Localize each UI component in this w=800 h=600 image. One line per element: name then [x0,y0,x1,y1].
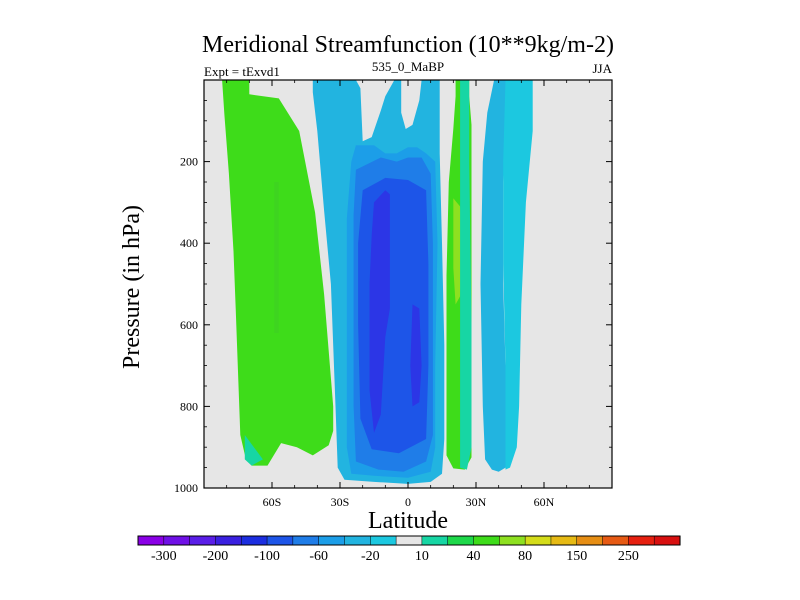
colorbar-swatch [163,535,191,546]
region-hadley-max-lower [410,304,422,407]
colorbar-swatch [628,535,655,546]
colorbar-label: 80 [518,549,532,564]
x-tick-label: 30N [466,495,487,509]
y-tick-label: 400 [180,236,198,250]
colorbar-swatch [292,535,320,546]
contour-regions [222,80,533,484]
y-tick-label: 800 [180,399,198,413]
period-label: 535_0_MaBP [372,59,444,74]
y-tick-label: 200 [180,155,198,169]
x-tick-label: 30S [331,495,350,509]
region-hadley-max [369,190,390,433]
colorbar-swatch [344,535,371,546]
colorbar-swatch [137,535,165,546]
region-sh-polar-band [244,435,263,466]
colorbar-swatch [215,535,242,546]
colorbar-swatch [421,535,449,546]
x-axis-label: Latitude [368,508,448,534]
colorbar-swatch [653,535,681,546]
colorbar-swatch [576,535,604,546]
colorbar-label: -20 [361,549,380,564]
colorbar-swatch [318,535,346,546]
region-nh-polar-band-a [460,80,472,470]
colorbar-label: -200 [203,549,229,564]
y-axis: 200 400 600 800 1000 [174,100,612,495]
colorbar-swatch [370,535,397,546]
chart-title: Meridional Streamfunction (10**9kg/m-2) [202,32,614,58]
experiment-label: Expt = tExvd1 [204,64,280,79]
colorbar-label: 250 [618,549,639,564]
colorbar-swatch [499,535,526,546]
colorbar: -300 -200 -100 -60 -20 10 40 80 150 250 [137,535,681,564]
colorbar-label: -60 [309,549,328,564]
season-label: JJA [592,61,612,76]
colorbar-swatch [266,535,294,546]
colorbar-swatch [473,535,500,546]
colorbar-label: 40 [467,549,481,564]
x-tick-label: 60N [534,495,555,509]
colorbar-swatch [189,535,216,546]
region-nh-polar-band-c [503,80,533,470]
x-tick-label: 60S [263,495,282,509]
colorbar-label: -100 [254,549,280,564]
colorbar-label: -300 [151,549,177,564]
y-tick-label: 1000 [174,481,198,495]
colorbar-swatch [602,535,629,546]
colorbar-label: 150 [566,549,587,564]
x-tick-label: 0 [405,495,411,509]
region-sh-ferrel-core [274,182,279,333]
colorbar-label: 10 [415,549,429,564]
colorbar-swatch [395,535,423,546]
region-nh-polar-band-b [480,80,508,472]
x-axis: 60S 30S 0 30N 60N [226,80,590,509]
y-tick-label: 600 [180,318,198,332]
colorbar-frame [137,535,681,546]
colorbar-swatch [447,535,475,546]
colorbar-swatch [240,535,268,546]
y-axis-label: Pressure (in hPa) [119,205,145,369]
colorbar-swatch [550,535,578,546]
colorbar-swatch [524,535,552,546]
